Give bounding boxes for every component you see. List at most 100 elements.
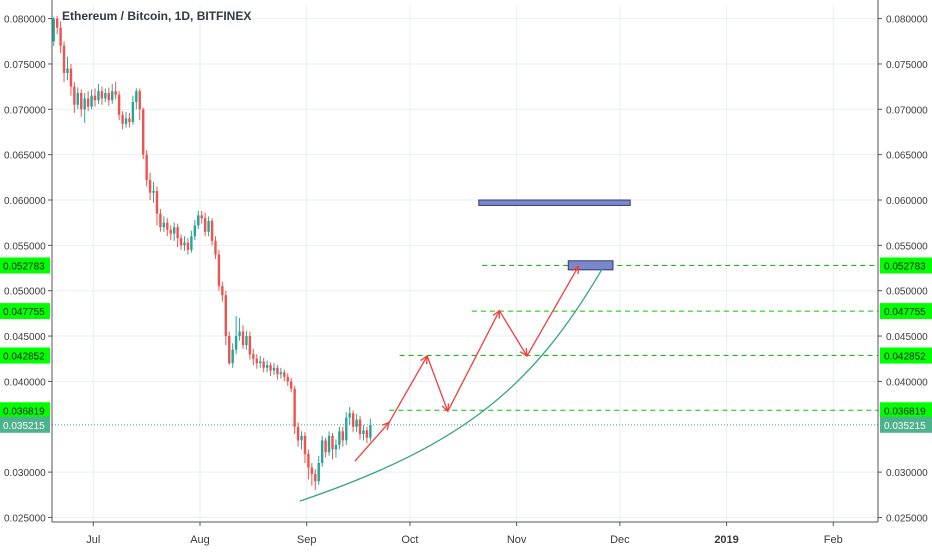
y-tick-label-left: 0.055000 <box>4 241 46 252</box>
candle-body <box>252 354 255 359</box>
candle-body <box>162 222 166 228</box>
candle-body <box>245 336 248 346</box>
price-label-left-bg <box>0 303 50 320</box>
price-label-right: 0.035215 <box>884 421 926 432</box>
candle-body <box>203 218 207 232</box>
candle-body <box>255 358 258 364</box>
y-tick-label-left: 0.030000 <box>4 468 46 479</box>
candle-body <box>241 331 245 346</box>
y-tick-label-right: 0.040000 <box>886 377 928 388</box>
candle-body <box>155 190 159 214</box>
candle-body <box>238 331 241 337</box>
candle-body <box>296 426 300 441</box>
candle-body <box>131 102 135 123</box>
candle-body <box>231 349 234 364</box>
zigzag-arrowhead <box>381 421 391 431</box>
projection-curve <box>299 267 604 502</box>
candle-body <box>248 336 252 355</box>
price-label-right-bg <box>880 257 932 274</box>
y-tick-label-left: 0.040000 <box>4 377 46 388</box>
x-tick-label: Feb <box>824 534 843 546</box>
candle-body <box>365 430 369 438</box>
y-tick-label-left: 0.050000 <box>4 287 46 298</box>
candle-body <box>303 435 307 454</box>
candle-body <box>276 367 279 375</box>
x-tick-label: Jul <box>86 534 100 546</box>
price-label-right: 0.047755 <box>884 307 926 318</box>
candle-body <box>145 154 148 181</box>
candle-body <box>334 444 338 450</box>
candle-body <box>351 413 355 427</box>
candles <box>52 15 372 491</box>
zigzag-segment <box>526 265 580 357</box>
zigzag-arrowhead <box>571 264 580 275</box>
candle-body <box>307 453 310 468</box>
candle-body <box>66 68 69 74</box>
y-tick-label-right: 0.055000 <box>886 241 928 252</box>
candle-body <box>207 220 210 232</box>
x-tick-label: Sep <box>297 534 317 546</box>
candle-body <box>121 114 124 124</box>
candle-body <box>190 236 193 250</box>
candle-body <box>348 413 351 418</box>
price-label-left: 0.035215 <box>3 421 45 432</box>
candle-body <box>159 213 162 228</box>
chart-title: Ethereum / Bitcoin, 1D, BITFINEX <box>62 9 252 23</box>
candle-body <box>186 242 190 250</box>
candle-body <box>269 365 272 371</box>
candle-body <box>310 467 314 474</box>
y-tick-label-left: 0.080000 <box>4 15 46 26</box>
candle-body <box>124 118 128 124</box>
y-tick-label-right: 0.030000 <box>886 468 928 479</box>
candle-body <box>210 220 214 241</box>
candle-body <box>300 435 303 441</box>
price-label-right: 0.042852 <box>884 352 926 363</box>
candle-body <box>52 18 55 42</box>
candle-body <box>128 118 131 123</box>
candle-body <box>224 295 228 337</box>
candle-body <box>293 388 296 427</box>
upper-target-box <box>478 199 631 206</box>
candle-body <box>104 92 107 99</box>
lower-target-box <box>567 260 614 271</box>
candle-body <box>283 372 286 377</box>
candle-body <box>141 109 145 155</box>
y-tick-label-left: 0.045000 <box>4 332 46 343</box>
price-label-right-bg <box>880 402 932 419</box>
price-label-left: 0.036819 <box>3 406 45 417</box>
candle-body <box>76 92 80 105</box>
candle-body <box>80 92 83 110</box>
x-tick-label: Oct <box>401 534 418 546</box>
price-label-right-bg <box>880 416 932 433</box>
candle-body <box>152 190 155 193</box>
candle-body <box>193 225 197 237</box>
candle-body <box>73 86 76 105</box>
candle-body <box>93 95 97 101</box>
candle-body <box>259 361 262 364</box>
y-tick-label-right: 0.070000 <box>886 105 928 116</box>
candle-body <box>111 91 114 101</box>
x-tick-label: Nov <box>507 534 527 546</box>
candle-body <box>197 215 200 226</box>
y-tick-label-right: 0.075000 <box>886 60 928 71</box>
candle-body <box>327 435 331 453</box>
candle-body <box>100 91 104 99</box>
x-tick-label: 2019 <box>714 534 738 546</box>
zigzag-segment <box>498 310 528 357</box>
candle-body <box>331 435 334 450</box>
price-label-right-bg <box>880 303 932 320</box>
candle-body <box>324 440 327 453</box>
candle-body <box>289 381 293 389</box>
candle-body <box>148 180 152 193</box>
y-tick-label-right: 0.050000 <box>886 287 928 298</box>
y-tick-label-right: 0.060000 <box>886 196 928 207</box>
annotations <box>299 199 631 502</box>
y-tick-label-right: 0.045000 <box>886 332 928 343</box>
candle-body <box>179 238 183 246</box>
candle-body <box>265 365 269 368</box>
zigzag-segment <box>426 355 449 412</box>
candle-body <box>314 473 317 482</box>
candle-body <box>117 94 121 115</box>
